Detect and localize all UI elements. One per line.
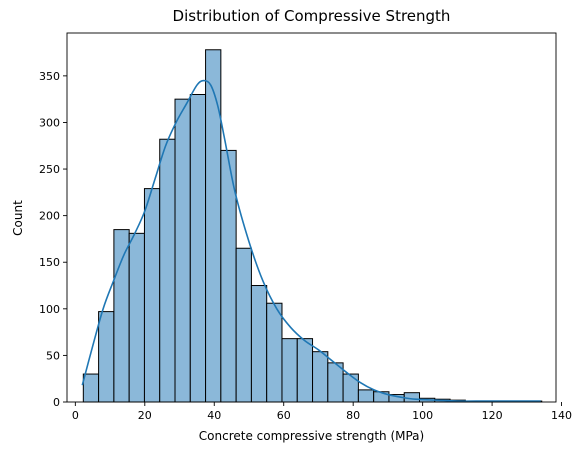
histogram-bar (113, 229, 130, 403)
histogram-bar (174, 98, 191, 403)
y-tick-label: 200 (39, 210, 60, 223)
histogram-bar (250, 285, 268, 403)
histogram-bar (82, 373, 100, 403)
histogram-bar (296, 338, 314, 403)
histogram-bar (159, 138, 176, 403)
x-tick-label: 20 (138, 409, 152, 422)
histogram-bar (357, 389, 375, 403)
x-tick-label: 100 (412, 409, 433, 422)
bars-layer (82, 49, 543, 403)
x-tick-label: 60 (277, 409, 291, 422)
x-tick-label: 140 (551, 409, 572, 422)
y-tick-label: 150 (39, 256, 60, 269)
y-tick-label: 100 (39, 303, 60, 316)
y-tick-label: 50 (46, 349, 60, 362)
chart-title: Distribution of Compressive Strength (172, 7, 451, 25)
histogram-bar (266, 302, 283, 403)
kde-layer (81, 79, 541, 402)
y-tick-label: 0 (53, 396, 60, 409)
y-axis-label: Count (11, 200, 25, 236)
histogram-bar (342, 373, 359, 403)
axes-layer: 0 20 40 60 80 100 120 140 0 50 100 150 200 250 300 350 (39, 32, 572, 422)
x-tick-label: 120 (482, 409, 503, 422)
histogram-bar (98, 311, 115, 403)
histogram-bar (128, 232, 145, 403)
x-tick-label: 0 (72, 409, 79, 422)
plot-frame (66, 32, 557, 403)
y-tick-label: 350 (39, 70, 60, 83)
y-tick-label: 300 (39, 116, 60, 129)
histogram-bar (143, 188, 161, 403)
histogram-bar (205, 49, 222, 403)
y-tick-label: 250 (39, 163, 60, 176)
histogram-bar (312, 351, 329, 403)
histogram-bar (235, 247, 252, 403)
histogram-bar (281, 338, 298, 403)
kde-curve (81, 79, 541, 402)
x-tick-label: 40 (207, 409, 221, 422)
x-tick-label: 80 (346, 409, 360, 422)
histogram-bar (189, 94, 207, 403)
x-axis-label: Concrete compressive strength (MPa) (198, 429, 425, 443)
